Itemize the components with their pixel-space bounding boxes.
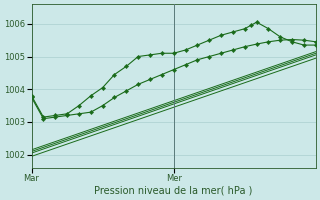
X-axis label: Pression niveau de la mer( hPa ): Pression niveau de la mer( hPa ) [94,186,253,196]
